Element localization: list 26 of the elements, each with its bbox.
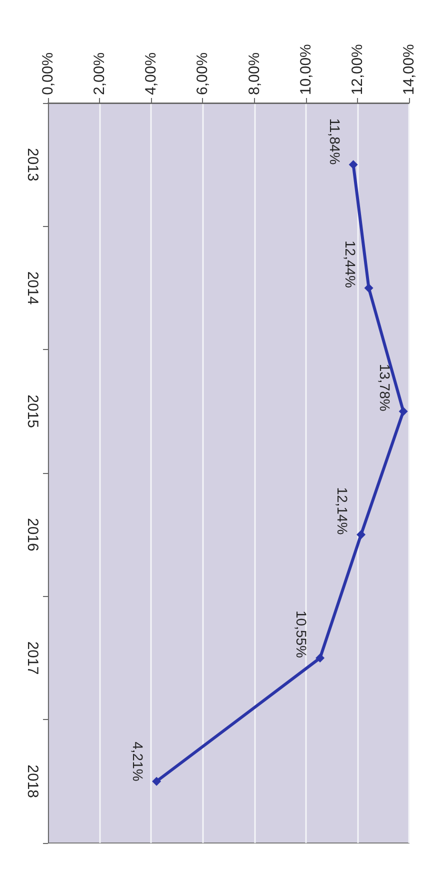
- point: [348, 160, 358, 170]
- y-tick-label: 2015: [24, 394, 41, 428]
- y-tick-label: 2017: [24, 641, 41, 675]
- point: [356, 530, 366, 540]
- x-tick-label: 14,00%: [400, 44, 418, 95]
- data-label: 12,14%: [334, 487, 351, 535]
- point: [398, 406, 408, 416]
- point: [364, 284, 374, 292]
- point: [316, 654, 325, 662]
- x-tick-label: 6,00%: [194, 52, 212, 95]
- y-tick-label: 2016: [24, 518, 41, 552]
- data-label: 4,21%: [130, 742, 146, 782]
- point: [152, 776, 162, 786]
- y-tick-label: 2014: [24, 271, 41, 305]
- x-tick-label: 12,00%: [348, 44, 366, 95]
- x-tick-label: 4,00%: [142, 52, 160, 95]
- y-tick-label: 2013: [24, 148, 41, 182]
- data-label: 12,44%: [342, 240, 358, 288]
- x-tick-label: 8,00%: [246, 52, 263, 95]
- x-tick-label: 10,00%: [297, 44, 314, 95]
- x-tick-label: 0,00%: [40, 52, 56, 95]
- y-tick-label: 2018: [24, 764, 41, 798]
- data-label: 11,84%: [326, 118, 343, 165]
- data-label: 13,78%: [376, 364, 393, 412]
- x-tick-label: 2,00%: [91, 52, 108, 95]
- data-label: 10,55%: [294, 610, 310, 658]
